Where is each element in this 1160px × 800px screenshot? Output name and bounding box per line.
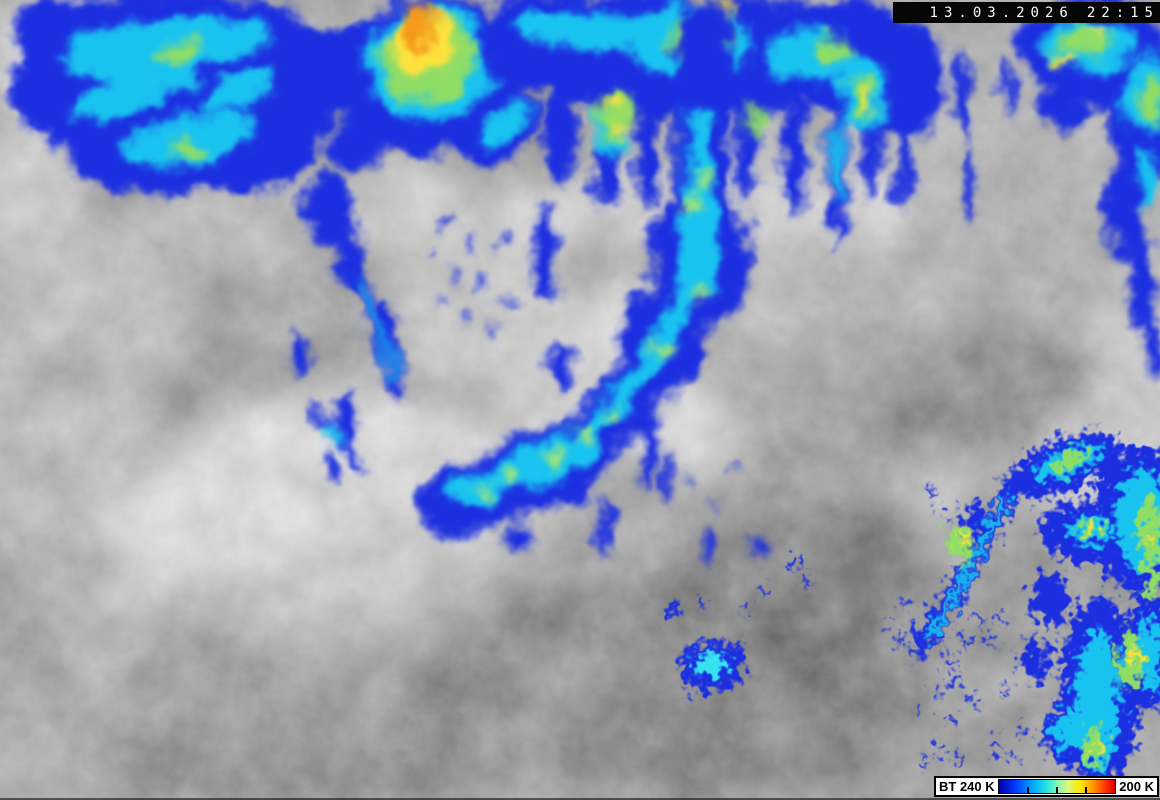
timestamp-overlay: 13.03.2026 22:15 bbox=[893, 2, 1160, 23]
cold-cloud-system-central-band bbox=[307, 0, 768, 563]
colorbar-legend: BT 240 K 200 K bbox=[934, 776, 1159, 797]
cold-cloud-system-orange-core bbox=[323, 0, 541, 170]
cold-cloud-system-top-left bbox=[10, 0, 397, 484]
cold-cloud-system-bottom-right bbox=[887, 432, 1160, 787]
image-bottom-edge bbox=[0, 798, 1160, 800]
cold-cloud-system-top-right bbox=[955, 0, 1160, 380]
colorbar-tick bbox=[1085, 787, 1088, 793]
brightness-temperature-colorbar bbox=[997, 779, 1117, 794]
colorbar-tick bbox=[1055, 787, 1058, 793]
timestamp-time: 22:15 bbox=[1086, 4, 1159, 21]
colorbar-max-label: 200 K bbox=[1119, 779, 1154, 794]
cold-cloud-cell-bottom-middle bbox=[666, 558, 812, 704]
timestamp-date: 13.03.2026 bbox=[929, 4, 1074, 21]
colorbar-tick bbox=[1026, 787, 1029, 793]
colorbar-min-label: BT 240 K bbox=[939, 779, 995, 794]
